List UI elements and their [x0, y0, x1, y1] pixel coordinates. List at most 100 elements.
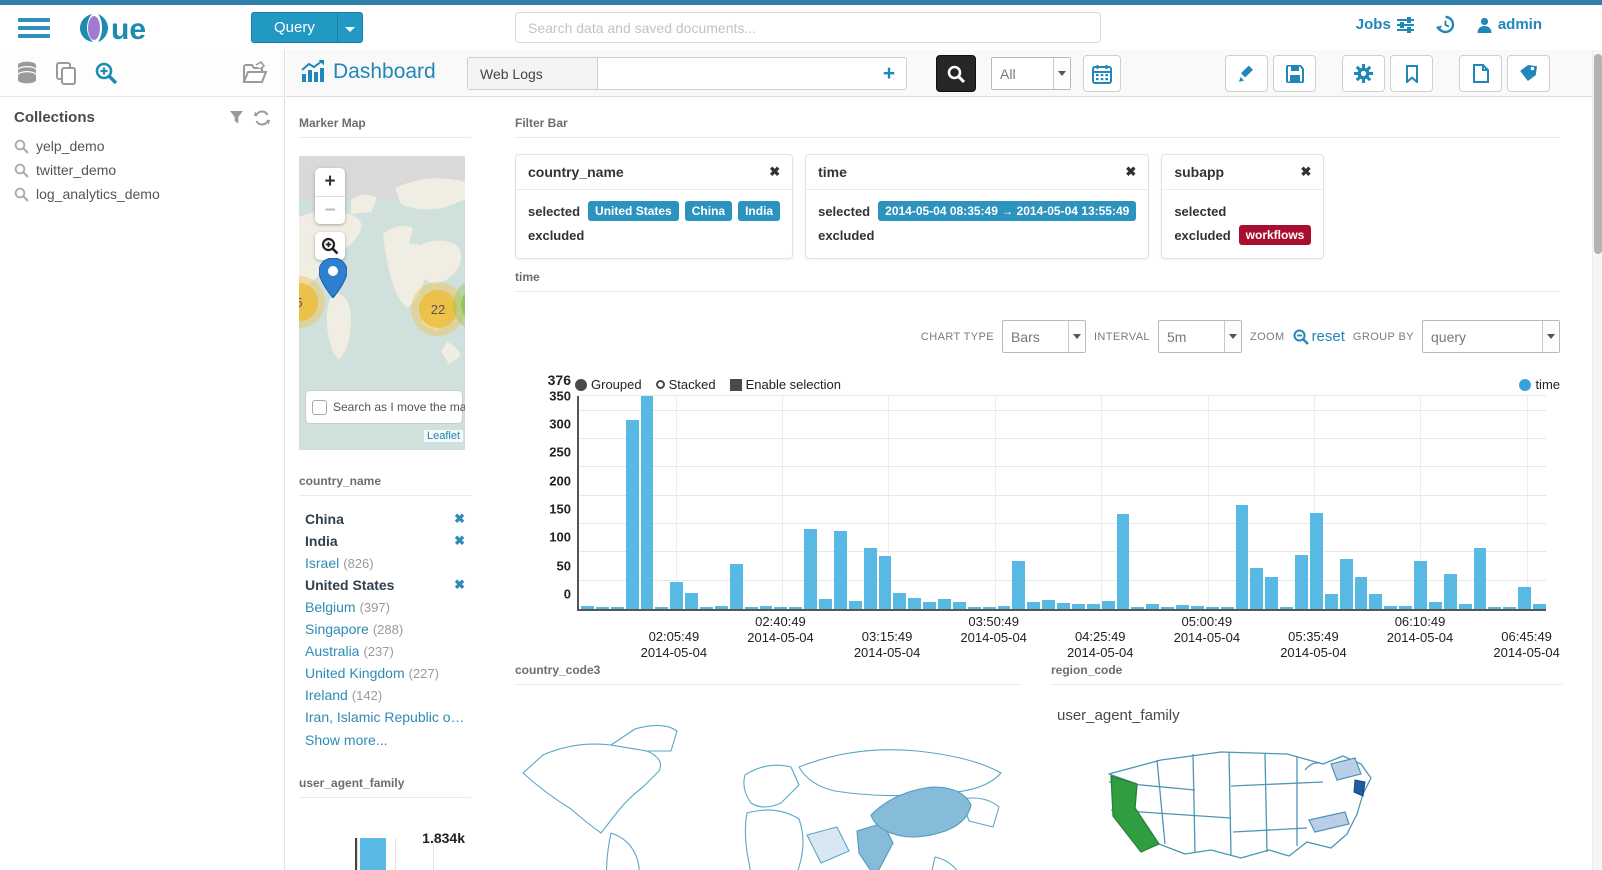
time-bar[interactable]	[1161, 607, 1174, 609]
add-filter-button[interactable]: +	[872, 62, 906, 86]
us-gradient-map[interactable]	[1091, 734, 1431, 870]
facet-value-link[interactable]: Australia	[305, 643, 360, 659]
time-bar[interactable]	[1190, 606, 1204, 609]
close-filter-icon[interactable]: ✖	[1125, 164, 1137, 179]
time-bar[interactable]	[1057, 603, 1070, 609]
query-dropdown-caret[interactable]	[336, 12, 363, 43]
grouped-radio[interactable]: Grouped	[575, 377, 642, 392]
close-filter-icon[interactable]: ✖	[1300, 164, 1312, 179]
hamburger-menu-icon[interactable]	[18, 14, 50, 40]
selected-pill[interactable]: India	[738, 201, 781, 221]
time-bar[interactable]	[952, 602, 966, 609]
time-bar[interactable]	[893, 593, 907, 609]
time-bar[interactable]	[938, 599, 951, 609]
search-as-move-checkbox[interactable]	[312, 399, 327, 415]
time-bar[interactable]	[833, 531, 847, 609]
time-bar[interactable]	[1265, 576, 1279, 609]
map-magnifier-button[interactable]	[315, 232, 345, 260]
zoom-reset-link[interactable]: reset	[1293, 328, 1345, 345]
time-bar[interactable]	[1042, 599, 1055, 609]
map-zoom-out-button[interactable]: −	[315, 196, 345, 224]
facet-value-link[interactable]: Israel	[305, 555, 340, 571]
show-more-link[interactable]: Show more...	[305, 732, 388, 748]
time-bar[interactable]	[640, 396, 654, 609]
remove-filter-icon[interactable]: ✖	[454, 533, 465, 548]
time-bar[interactable]	[1384, 606, 1398, 609]
scope-select[interactable]: All	[991, 57, 1071, 90]
time-bar[interactable]	[1071, 604, 1085, 609]
database-icon[interactable]	[16, 61, 38, 85]
map-cluster[interactable]: 2	[453, 278, 465, 332]
time-bar[interactable]	[789, 607, 803, 609]
time-bar[interactable]	[1473, 547, 1487, 609]
query-button[interactable]: Query	[251, 12, 337, 43]
map-zoom-in-button[interactable]: +	[315, 168, 345, 196]
time-bar[interactable]	[1176, 605, 1189, 609]
collection-selector[interactable]: Web Logs	[467, 57, 598, 90]
dashboard-query-input[interactable]	[598, 58, 872, 89]
time-bar[interactable]	[1428, 602, 1442, 609]
time-bar[interactable]	[1205, 607, 1219, 609]
facet-value-selected[interactable]: India	[305, 533, 338, 549]
time-bar[interactable]	[1146, 604, 1160, 609]
time-bar[interactable]	[1369, 593, 1383, 609]
collection-item[interactable]: yelp_demo	[14, 134, 270, 158]
run-search-button[interactable]	[936, 55, 976, 92]
stacked-radio[interactable]: Stacked	[655, 377, 716, 392]
time-bar-chart[interactable]: 376 350 300 250 200 150 100 50 0	[548, 372, 1546, 611]
chart-type-select[interactable]: Bars	[1001, 320, 1086, 353]
time-bar[interactable]	[1354, 577, 1368, 609]
time-bar[interactable]	[819, 598, 832, 609]
time-bar[interactable]	[1339, 558, 1353, 609]
time-bar[interactable]	[923, 602, 936, 609]
leaflet-attribution[interactable]: Leaflet	[423, 430, 463, 442]
open-folder-icon[interactable]	[242, 61, 268, 85]
time-bar[interactable]	[1086, 603, 1100, 609]
edit-dashboard-button[interactable]	[1225, 55, 1268, 92]
global-search-input[interactable]	[515, 12, 1101, 43]
time-bar[interactable]	[1443, 573, 1457, 609]
facet-value-link[interactable]: Singapore	[305, 621, 369, 637]
time-bar[interactable]	[1280, 607, 1293, 609]
calendar-button[interactable]	[1083, 55, 1121, 92]
jobs-link[interactable]: Jobs	[1356, 16, 1414, 33]
time-bar[interactable]	[1027, 602, 1041, 609]
time-bar[interactable]	[610, 607, 624, 609]
facet-value-link[interactable]: Iran, Islamic Republic of ...	[305, 709, 465, 725]
time-bar[interactable]	[670, 581, 684, 609]
collection-item[interactable]: log_analytics_demo	[14, 182, 270, 206]
time-bar[interactable]	[1518, 587, 1531, 609]
time-bar[interactable]	[581, 605, 594, 609]
facet-value-link[interactable]: United Kingdom	[305, 665, 405, 681]
time-bar[interactable]	[700, 607, 713, 609]
selected-pill[interactable]: United States	[588, 201, 679, 221]
remove-filter-icon[interactable]: ✖	[454, 577, 465, 592]
time-bar[interactable]	[1295, 555, 1308, 609]
facet-value-selected[interactable]: China	[305, 511, 344, 527]
time-bar[interactable]	[729, 564, 743, 609]
time-bar[interactable]	[1012, 560, 1026, 609]
time-bar[interactable]	[1116, 513, 1130, 609]
time-bar[interactable]	[878, 555, 892, 609]
time-bar[interactable]	[774, 607, 788, 609]
collection-item[interactable]: twitter_demo	[14, 158, 270, 182]
remove-filter-icon[interactable]: ✖	[454, 511, 465, 526]
map-cluster[interactable]: 22	[411, 282, 465, 336]
documents-icon[interactable]	[54, 61, 78, 86]
time-bar[interactable]	[997, 605, 1011, 609]
scrollbar-thumb[interactable]	[1594, 54, 1602, 254]
time-bar[interactable]	[1220, 607, 1234, 609]
tags-button[interactable]	[1507, 55, 1550, 92]
save-dashboard-button[interactable]	[1273, 55, 1316, 92]
time-bar[interactable]	[714, 606, 728, 609]
map-marker-pin[interactable]	[319, 258, 347, 298]
user-agent-family-chart[interactable]: 1.834k1.6k1.4k	[299, 830, 471, 870]
excluded-pill[interactable]: workflows	[1238, 225, 1312, 245]
bookmark-button[interactable]	[1390, 55, 1433, 92]
time-bar[interactable]	[744, 607, 758, 609]
zoom-in-icon[interactable]	[94, 61, 118, 85]
history-icon[interactable]	[1435, 15, 1455, 34]
facet-value-link[interactable]: Belgium	[305, 599, 356, 615]
time-bar[interactable]	[908, 597, 922, 609]
filter-funnel-icon[interactable]	[229, 110, 244, 125]
